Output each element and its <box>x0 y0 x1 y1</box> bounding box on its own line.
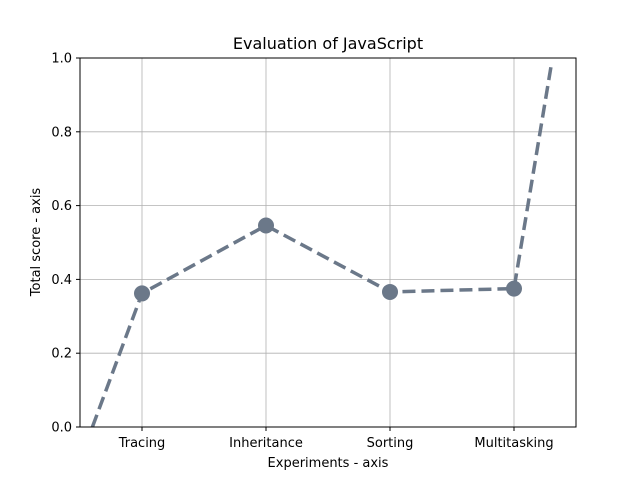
plot-frame <box>79 57 577 428</box>
y-tick-label: 0.4 <box>51 273 72 288</box>
x-axis-label: Experiments - axis <box>268 456 389 471</box>
grid <box>80 57 576 428</box>
data-point <box>258 217 274 234</box>
x-tick-label: Sorting <box>367 436 414 451</box>
data-point <box>134 285 150 302</box>
axis-ticks: Tracing Inheritance Sorting Multitasking 0.0… <box>51 52 553 452</box>
chart-title: Evaluation of JavaScript <box>233 34 423 53</box>
data-point <box>506 280 522 297</box>
x-tick-label: Multitasking <box>474 436 553 451</box>
y-tick-label: 0.6 <box>51 199 72 214</box>
data-point <box>382 283 398 300</box>
series-line <box>90 65 553 428</box>
x-tick-label: Inheritance <box>229 436 303 451</box>
y-tick-label: 0.2 <box>51 347 72 362</box>
y-tick-label: 1.0 <box>51 52 72 67</box>
y-axis-label: Total score - axis <box>29 188 44 298</box>
y-tick-label: 0.8 <box>51 125 72 140</box>
x-tick-label: Tracing <box>118 436 166 451</box>
y-tick-label: 0.0 <box>51 421 72 436</box>
series-layer <box>90 65 553 428</box>
